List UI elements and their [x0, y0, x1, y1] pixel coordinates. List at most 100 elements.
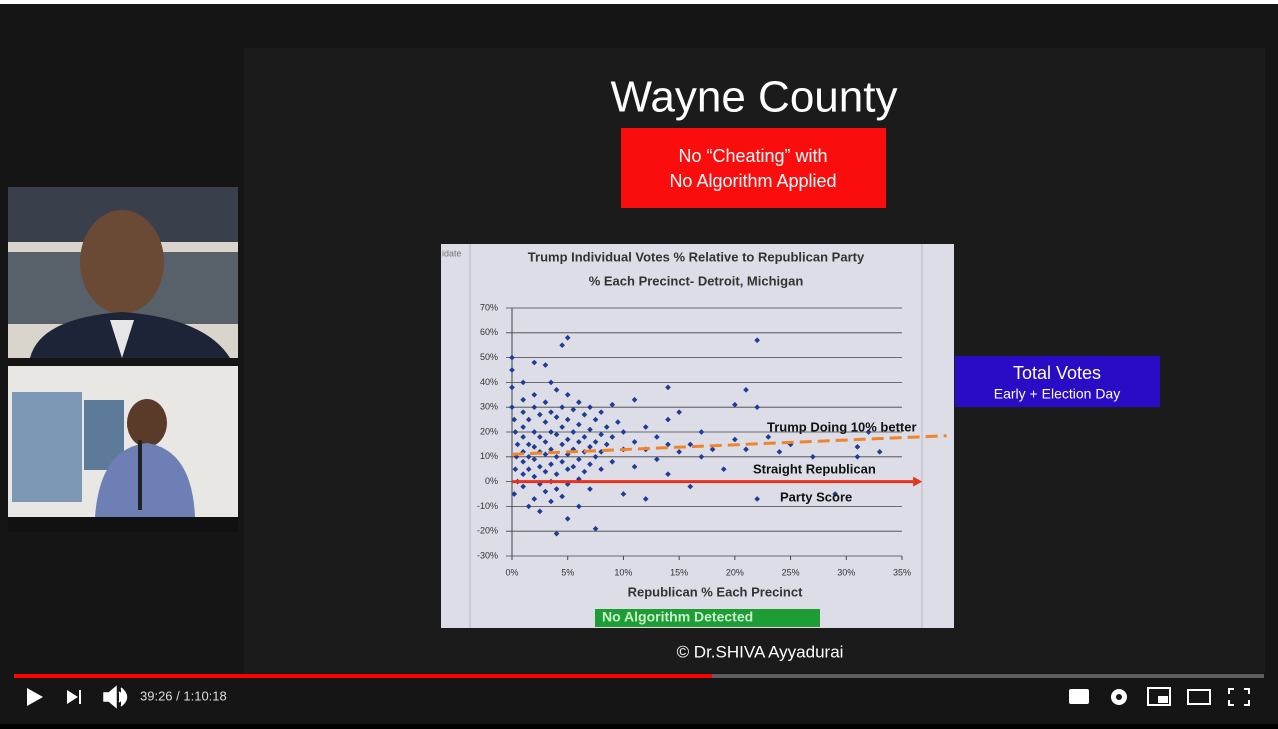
scatter-point [581, 434, 588, 440]
scatter-point [576, 456, 582, 463]
chart-title: % Each Precinct- Detroit, Michigan [589, 273, 804, 288]
plot-area: -30% -20% -10% 0% 10% 20% 30% 40% 50% 60% 70% 0% 5% 1… [477, 302, 947, 577]
scatter-point [525, 466, 532, 473]
red-box-line: No “Cheating” with [678, 146, 827, 166]
scatter-point [592, 439, 599, 445]
scatter-point [754, 404, 760, 411]
x-tick-label: 5% [561, 567, 574, 577]
scatter-point [525, 416, 532, 423]
scatter-point [520, 458, 526, 465]
x-tick-label: 15% [670, 567, 688, 577]
scatter-point [531, 429, 538, 435]
x-tick-label: 20% [726, 567, 744, 577]
badge [595, 609, 820, 627]
scatter-point [598, 409, 604, 415]
scatter-point [542, 451, 549, 458]
scatter-point [587, 461, 593, 468]
scatter-point [754, 496, 760, 502]
scatter-point [676, 449, 682, 455]
scatter-point [531, 456, 538, 463]
scatter-point [698, 453, 705, 460]
miniplayer-button[interactable] [1147, 687, 1171, 706]
scatter-point [603, 441, 610, 448]
scatter-point [531, 444, 538, 450]
volume-button[interactable] [103, 685, 128, 709]
scatter-point [642, 424, 649, 430]
scatter-point [581, 468, 588, 475]
scatter-point [520, 424, 526, 430]
scatter-point [665, 416, 671, 423]
scatter-point [520, 409, 526, 415]
scatter-point [687, 483, 694, 490]
x-axis-label: Republican % Each Precinct [628, 584, 804, 599]
x-tick-label: 30% [837, 567, 855, 577]
annotation: Party Score [780, 489, 852, 504]
scatter-point [665, 441, 671, 448]
scatter-point [514, 441, 521, 448]
scatter-point [665, 384, 671, 391]
scatter-point [537, 434, 543, 440]
scatter-point [542, 468, 549, 475]
scatter-point [615, 419, 621, 425]
slide-title: Wayne County [611, 73, 898, 122]
scatter-point [609, 434, 616, 440]
scatter-point [542, 488, 549, 495]
scatter-point [631, 396, 638, 403]
progress-played [14, 674, 712, 678]
play-button[interactable] [27, 688, 43, 706]
scatter-point [642, 496, 649, 502]
scatter-point [542, 419, 549, 425]
scatter-point [559, 404, 565, 411]
scatter-point [520, 434, 526, 440]
y-tick-label: 70% [480, 302, 498, 312]
scatter-point [542, 362, 549, 368]
scatter-point [559, 458, 565, 465]
scatter-point [754, 337, 760, 344]
scatter-point [854, 453, 861, 460]
y-tick-label: -20% [477, 526, 498, 536]
scatter-point [592, 416, 599, 423]
scatter-point [570, 429, 577, 435]
scatter-point [609, 458, 616, 465]
scatter-point [542, 439, 549, 445]
scatter-point [531, 391, 538, 398]
scatter-point [509, 384, 515, 391]
y-tick-label: 50% [480, 352, 498, 362]
corner-text: idate [442, 248, 462, 258]
settings-hole [1116, 694, 1122, 700]
fullscreen-button[interactable] [1228, 688, 1250, 706]
scatter-point [553, 453, 560, 460]
scatter-point [553, 530, 560, 537]
scatter-point [732, 436, 738, 443]
next-button[interactable] [67, 690, 81, 704]
blue-box-title: Total Votes [1013, 363, 1101, 383]
chart-title: Trump Individual Votes % Relative to Rep… [528, 249, 865, 264]
scatter-point [548, 498, 554, 505]
scatter-point [537, 508, 543, 515]
scatter-point [531, 404, 538, 411]
y-tick-label: 20% [480, 426, 498, 436]
scatter-point [570, 406, 577, 413]
scatter-point [564, 466, 571, 473]
scatter-point [537, 463, 543, 470]
scatter-point [564, 416, 571, 423]
blue-box [955, 356, 1160, 407]
scatter-point [570, 463, 577, 470]
captions-button[interactable] [1069, 689, 1089, 704]
arrow-head [913, 476, 923, 487]
theater-button[interactable] [1187, 689, 1211, 705]
x-tick-label: 35% [893, 567, 911, 577]
y-tick-label: 0% [485, 476, 498, 486]
badge-text: No Algorithm Detected [602, 609, 753, 625]
blue-box-subtitle: Early + Election Day [994, 386, 1120, 402]
scatter-point [654, 456, 660, 463]
scatter-point [581, 411, 588, 418]
scatter-point [509, 354, 515, 361]
annotation: Trump Doing 10% better [767, 419, 917, 434]
scatter-point [576, 399, 582, 406]
scatter-point [548, 429, 554, 435]
scatter-point [587, 426, 593, 433]
miniplayer-inner [1158, 696, 1168, 703]
